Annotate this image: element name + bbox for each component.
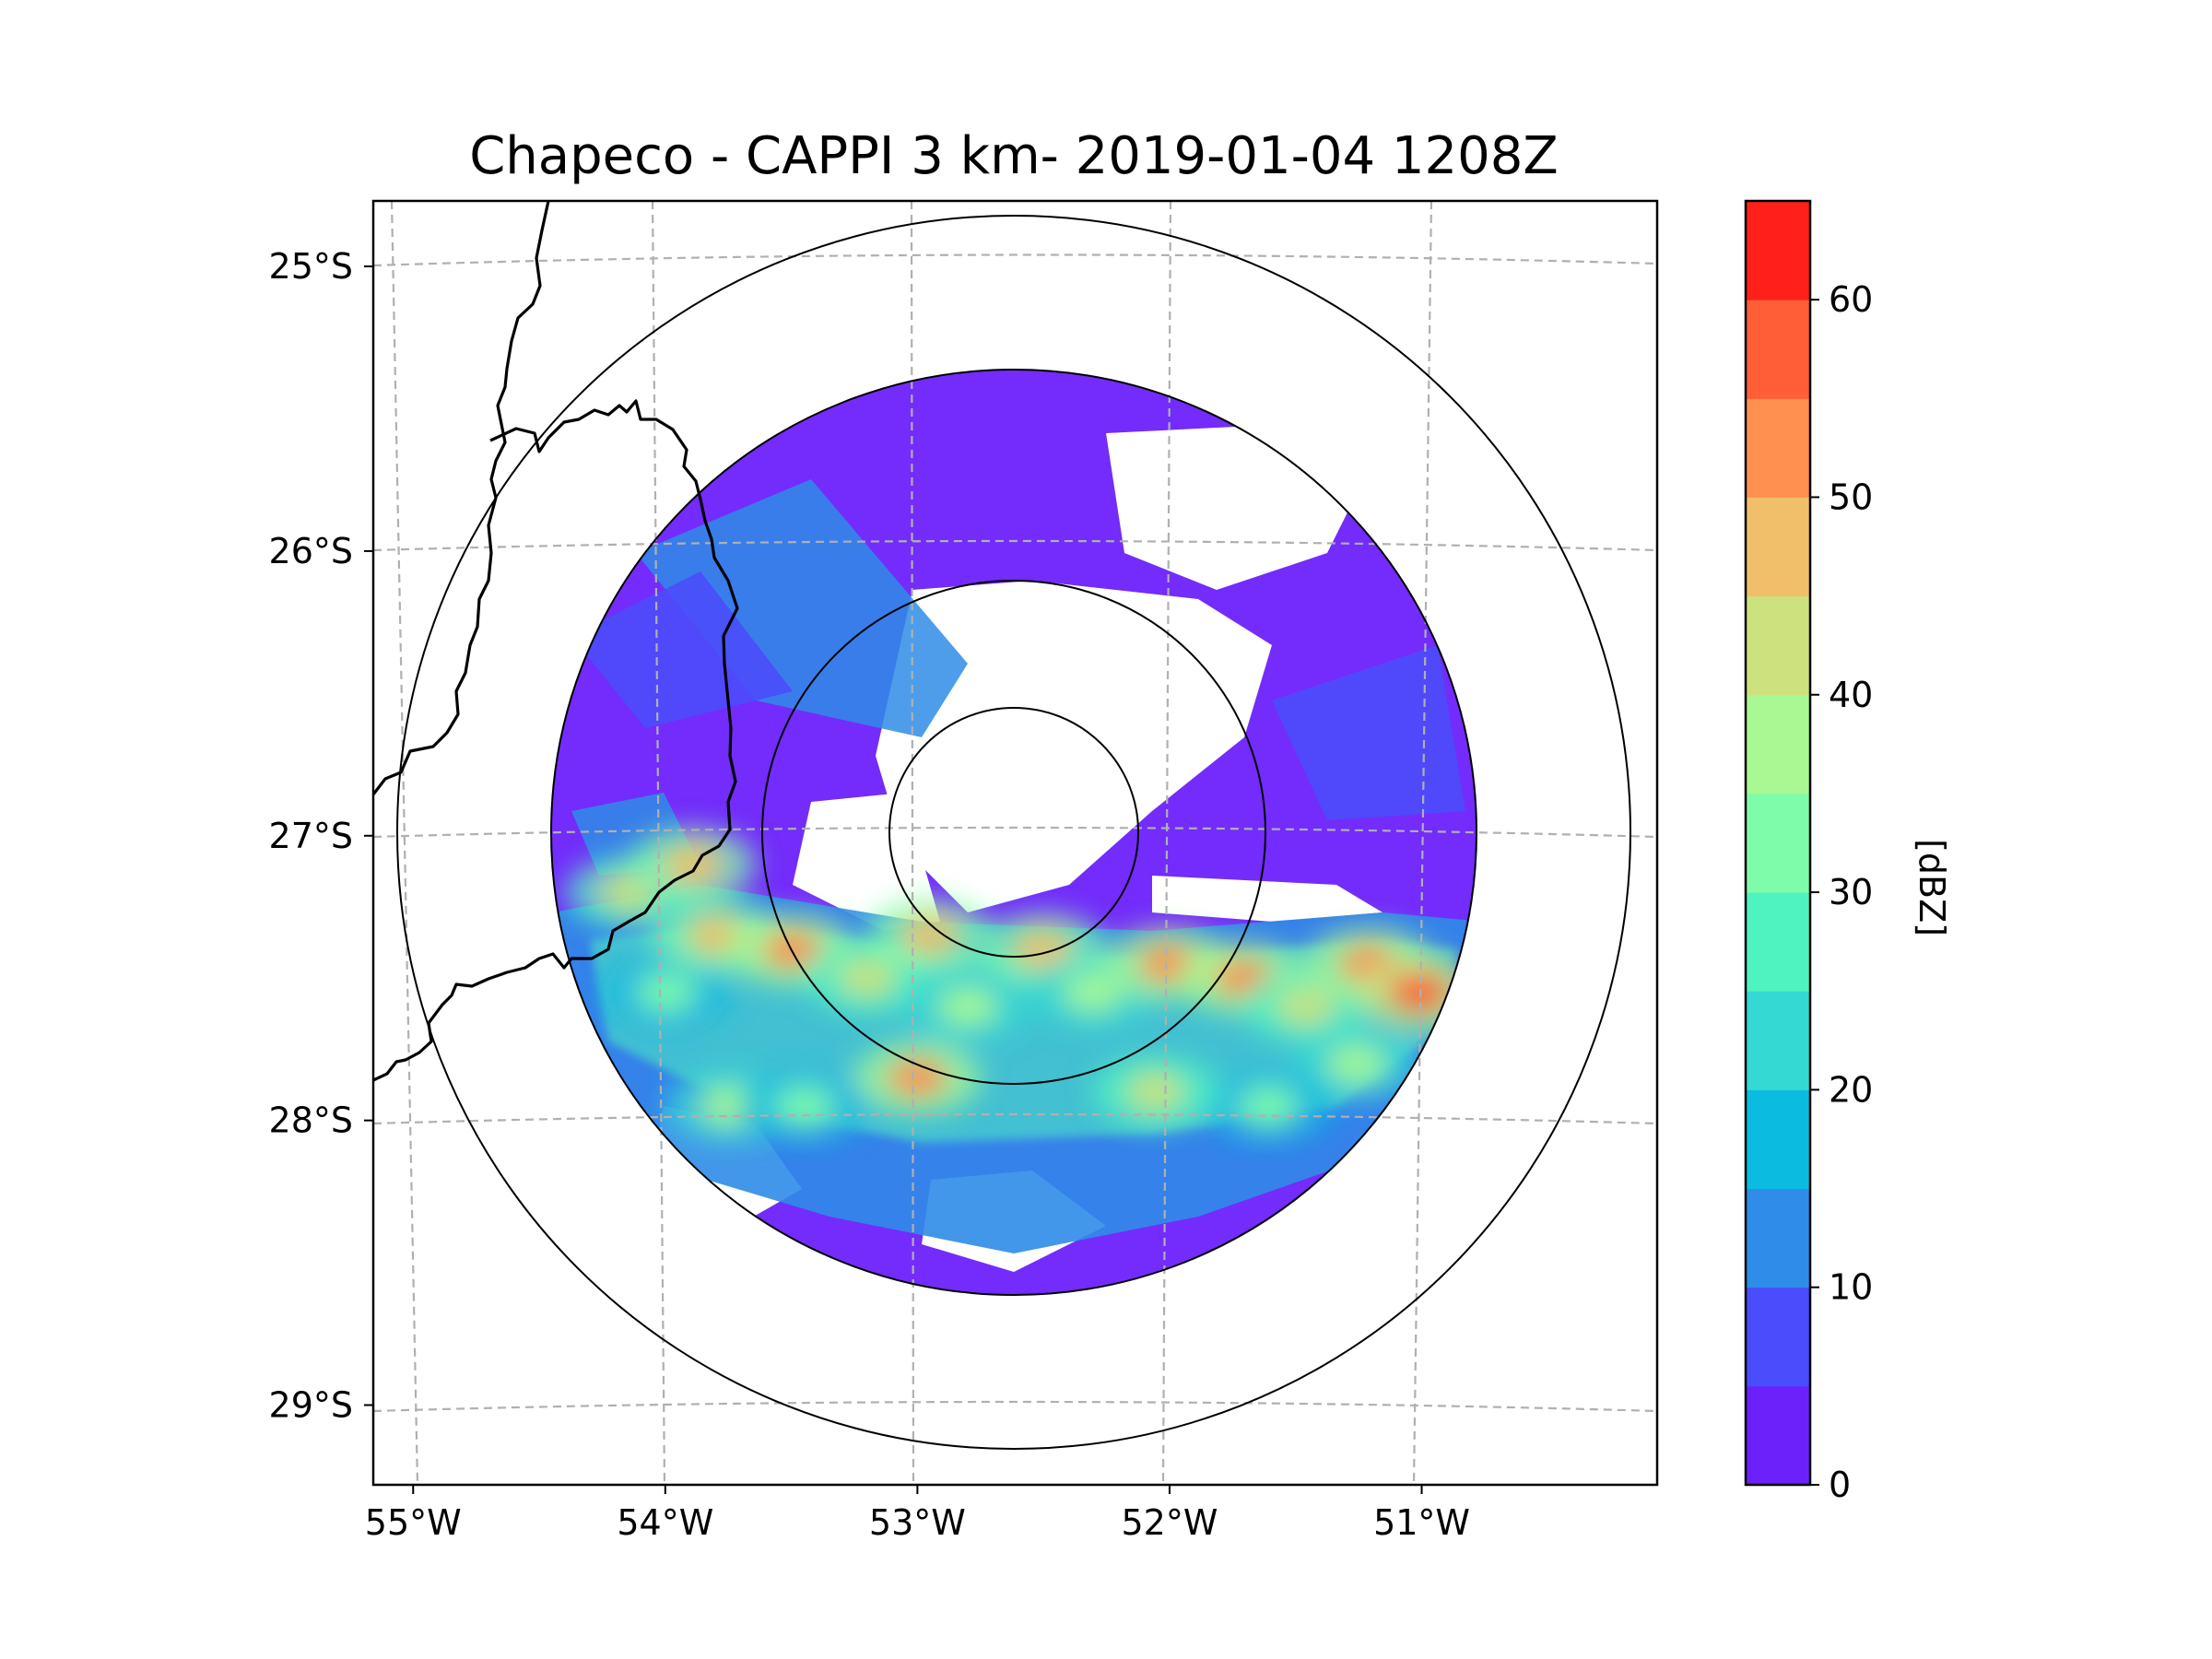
range-rings: [396, 215, 1631, 1450]
grid-lat-28: [373, 1112, 1657, 1125]
colorbar-segment: [1746, 1089, 1810, 1190]
x-tick-label: 53°W: [869, 1502, 966, 1543]
colorbar-segment: [1746, 694, 1810, 794]
echo-cell: [837, 958, 897, 999]
echo-cell: [937, 986, 997, 1028]
band-west-upper: [571, 571, 793, 728]
colorbar-tick-label: 30: [1829, 872, 1873, 912]
clear-region-east: [1152, 876, 1382, 922]
colorbar-segment: [1746, 595, 1810, 696]
band-east: [1272, 645, 1465, 820]
echo-cell: [1013, 929, 1073, 971]
political-borders: [373, 201, 739, 1082]
range-ring-100km: [761, 580, 1266, 1085]
colorbar-segment: [1746, 201, 1810, 300]
colorbar-tick-label: 60: [1829, 279, 1873, 320]
grid-lon-52: [1161, 201, 1172, 1485]
echo-cell: [1239, 1086, 1299, 1127]
colorbar-tick-label: 0: [1829, 1465, 1851, 1505]
clutter-ring: [949, 768, 1078, 897]
grid-lon-54: [651, 201, 666, 1485]
colorbar-segment: [1746, 991, 1810, 1090]
colorbar-segment: [1746, 398, 1810, 498]
clutter-ring: [979, 797, 1049, 867]
colorbar-tick-label: 10: [1829, 1267, 1873, 1308]
grid-lon-51: [1412, 201, 1433, 1485]
colorbar-tick-label: 50: [1829, 477, 1873, 517]
colorbar: 0 10 20 30 40 50 60: [1744, 199, 1873, 1505]
echo-cell: [1326, 1042, 1386, 1084]
y-tick-label: 26°S: [269, 531, 353, 571]
x-tick-label: 52°W: [1121, 1502, 1218, 1543]
y-tick-label: 28°S: [269, 1100, 353, 1141]
clutter-rings: [949, 768, 1078, 897]
y-tick-label: 27°S: [269, 816, 353, 856]
map-area: [373, 201, 1657, 1485]
y-tick-label: 25°S: [269, 246, 353, 287]
colorbar-segment: [1746, 1287, 1810, 1387]
clutter-ring: [964, 782, 1064, 882]
echo-cell: [1277, 986, 1336, 1028]
echo-cells: [564, 827, 1477, 1144]
colorbar-label: [dBZ]: [1912, 839, 1952, 936]
range-ring-250km: [396, 215, 1631, 1450]
echo-cell: [888, 1057, 947, 1099]
echo-cell: [1125, 1071, 1185, 1112]
y-tick-labels: 25°S 26°S 27°S 28°S 29°S: [269, 246, 373, 1426]
grid-lat-27: [373, 826, 1657, 839]
colorbar-frame: [1744, 199, 1812, 1487]
range-ring-150km: [550, 369, 1477, 1296]
clear-region-center: [876, 581, 1272, 912]
echo-cell: [774, 1086, 834, 1127]
y-tick-label: 29°S: [269, 1385, 353, 1426]
axes-frame: [371, 199, 1659, 1487]
clutter-ring: [994, 812, 1034, 853]
colorbar-tick-label: 20: [1829, 1069, 1873, 1110]
echo-cell: [1389, 971, 1449, 1013]
grid-lat-26: [373, 539, 1657, 552]
colorbar-segment: [1746, 1188, 1810, 1288]
echo-cell: [637, 971, 697, 1013]
x-tick-label: 55°W: [365, 1502, 462, 1543]
colorbar-segment: [1746, 793, 1810, 893]
colorbar-tick-label: 40: [1829, 675, 1873, 715]
grid-lat-29: [373, 1400, 1657, 1413]
echo-cell: [900, 914, 959, 956]
grid-lon-55: [390, 201, 419, 1485]
moderate-echo-bands: [571, 571, 1465, 820]
border-misiones: [373, 399, 739, 1082]
echo-cell: [1063, 971, 1123, 1013]
grid-lon-53: [910, 201, 915, 1485]
colorbar-segment: [1746, 1385, 1810, 1486]
colorbar-segment: [1746, 497, 1810, 597]
x-tick-labels: 55°W 54°W 53°W 52°W 51°W: [365, 1485, 1470, 1543]
reflectivity-field: [551, 370, 1477, 1295]
colorbar-segment: [1746, 300, 1810, 399]
x-tick-label: 51°W: [1373, 1502, 1470, 1543]
range-ring-50km: [888, 707, 1139, 958]
x-tick-label: 54°W: [617, 1502, 713, 1543]
chart-title: Chapeco - CAPPI 3 km- 2019-01-04 1208Z: [469, 126, 1559, 186]
colorbar-segment: [1746, 892, 1810, 992]
grid-lat-25: [373, 253, 1657, 267]
border-argentina-paraguay: [373, 201, 550, 795]
graticule: [373, 201, 1657, 1485]
